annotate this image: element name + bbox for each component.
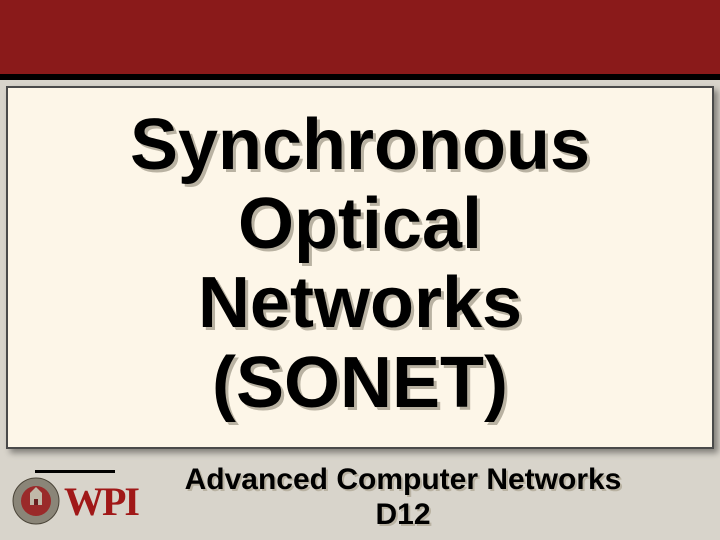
title-line-1: Synchronous Optical <box>130 105 590 264</box>
footer: WPI Advanced Computer Networks D12 <box>0 463 720 532</box>
title-line-3: (SONET) <box>212 343 508 423</box>
course-name: Advanced Computer Networks <box>185 463 622 496</box>
title-line-2: Networks <box>198 263 522 343</box>
header-bar <box>0 0 720 80</box>
slide-title: Synchronous Optical Networks (SONET) <box>18 106 702 423</box>
title-panel: Synchronous Optical Networks (SONET) <box>6 86 714 449</box>
course-code: D12 <box>375 498 430 531</box>
wpi-seal-icon <box>12 477 60 525</box>
footer-text: Advanced Computer Networks D12 <box>98 463 708 532</box>
